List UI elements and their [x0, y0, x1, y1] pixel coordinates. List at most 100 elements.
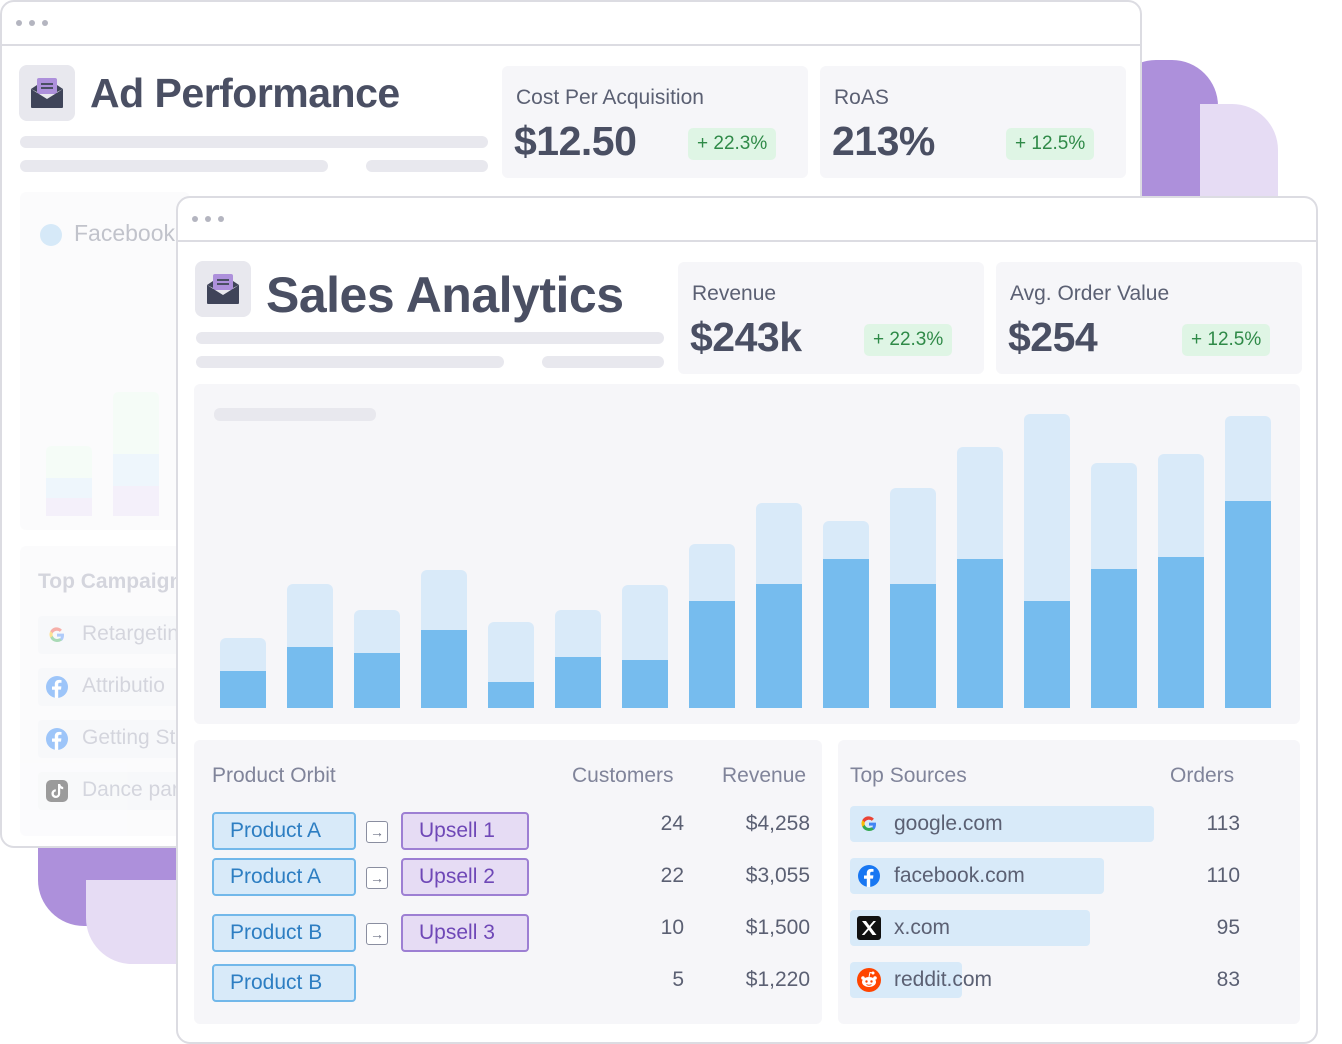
campaigns-title: Top Campaign — [38, 570, 183, 593]
skeleton-line — [20, 160, 328, 172]
window-dot[interactable] — [29, 20, 35, 26]
skeleton-line — [366, 160, 488, 172]
orders-value: 83 — [1216, 968, 1240, 991]
facebook-icon — [44, 674, 70, 700]
kpi-change-badge: + 22.3% — [688, 128, 777, 160]
top-sources-title: Top Sources — [850, 764, 967, 787]
customers-value: 10 — [660, 916, 684, 939]
campaign-name: Attributio — [82, 674, 165, 697]
reddit-icon — [856, 967, 882, 993]
kpi-change-badge: + 12.5% — [1182, 324, 1271, 356]
chart-bar-primary — [488, 682, 534, 708]
chart-bar-primary — [555, 657, 601, 708]
product-pill[interactable]: Product A — [212, 812, 356, 850]
product-pill[interactable]: Product A — [212, 858, 356, 896]
campaign-name: Retargetin — [82, 622, 179, 645]
envelope-icon — [19, 65, 75, 121]
skeleton-line — [542, 356, 664, 368]
chart-bar-primary — [890, 583, 936, 708]
window-dot[interactable] — [205, 216, 211, 222]
revenue-value: $3,055 — [745, 864, 810, 887]
kpi-value: $243k — [690, 314, 802, 360]
revenue-header: Revenue — [722, 764, 807, 787]
product-pill[interactable]: Product B — [212, 964, 356, 1002]
chart-bar-primary — [1158, 557, 1204, 708]
customers-value: 5 — [672, 968, 684, 991]
campaign-row[interactable]: Getting St — [38, 720, 198, 758]
chart-bar-primary — [689, 600, 735, 708]
kpi-card-roas: RoAS 213% + 12.5% — [820, 66, 1126, 178]
window-dot[interactable] — [16, 20, 22, 26]
upsell-pill[interactable]: Upsell 3 — [401, 914, 529, 952]
arrow-right-icon: → — [366, 821, 388, 843]
envelope-icon — [195, 261, 251, 317]
skeleton-line — [196, 332, 664, 344]
kpi-value: 213% — [832, 118, 935, 164]
customers-header: Customers — [572, 764, 674, 787]
product-orbit-panel: Product Orbit Customers Revenue Product … — [194, 740, 822, 1024]
window-dot[interactable] — [218, 216, 224, 222]
source-name[interactable]: reddit.com — [894, 968, 993, 991]
top-sources-panel: Top Sources Orders google.com 113 facebo… — [838, 740, 1300, 1024]
source-name[interactable]: facebook.com — [894, 864, 1025, 887]
source-name[interactable]: x.com — [894, 916, 951, 939]
chart-bar-primary — [756, 583, 802, 708]
skeleton-line — [196, 356, 504, 368]
campaign-name: Dance par — [82, 778, 179, 801]
page-title: Ad Performance — [90, 70, 400, 116]
arrow-right-icon: → — [366, 923, 388, 945]
campaign-row[interactable]: Retargetin — [38, 616, 198, 654]
revenue-value: $1,500 — [745, 916, 810, 939]
window-dot[interactable] — [192, 216, 198, 222]
sales-chart-panel — [194, 384, 1300, 724]
chart-bar-primary — [1024, 600, 1070, 708]
decorative-backdrop — [1200, 104, 1278, 214]
kpi-change-badge: + 22.3% — [864, 324, 953, 356]
skeleton-line — [20, 136, 488, 148]
kpi-card-revenue: Revenue $243k + 22.3% — [678, 262, 984, 374]
ad-chart-panel: Facebook — [20, 192, 190, 530]
orders-value: 95 — [1216, 916, 1240, 939]
source-bar — [850, 806, 1154, 842]
legend-label: Facebook — [74, 220, 176, 246]
product-orbit-title: Product Orbit — [212, 764, 336, 787]
sales-analytics-window: Sales Analytics Revenue $243k + 22.3% Av… — [176, 196, 1318, 1044]
source-bar — [850, 910, 1090, 946]
upsell-pill[interactable]: Upsell 1 — [401, 812, 529, 850]
chart-bar-primary — [287, 647, 333, 708]
facebook-icon — [44, 726, 70, 752]
mini-chart-bar — [46, 478, 92, 498]
campaign-name: Getting St — [82, 726, 176, 749]
kpi-card-cpa: Cost Per Acquisition $12.50 + 22.3% — [502, 66, 808, 178]
tiktok-icon — [44, 778, 70, 804]
top-campaigns-panel: Top Campaign Retargetin Attributio Getti… — [20, 546, 198, 836]
kpi-card-avg-order-value: Avg. Order Value $254 + 12.5% — [996, 262, 1302, 374]
kpi-label: Cost Per Acquisition — [516, 86, 704, 109]
kpi-value: $254 — [1008, 314, 1098, 360]
kpi-label: RoAS — [834, 86, 889, 109]
campaign-row[interactable]: Attributio — [38, 668, 198, 706]
source-name[interactable]: google.com — [894, 812, 1003, 835]
customers-value: 24 — [660, 812, 684, 835]
mini-chart-bar — [46, 446, 92, 478]
arrow-right-icon: → — [366, 867, 388, 889]
campaign-row[interactable]: Dance par — [38, 772, 198, 810]
facebook-icon — [856, 863, 882, 889]
chart-bar-primary — [823, 559, 869, 708]
chart-bar-primary — [622, 660, 668, 708]
mini-chart-bar — [46, 498, 92, 516]
chart-bar-primary — [957, 559, 1003, 708]
kpi-label: Revenue — [692, 282, 777, 305]
chart-bar-primary — [1091, 568, 1137, 708]
google-icon — [44, 622, 70, 648]
upsell-pill[interactable]: Upsell 2 — [401, 858, 529, 896]
product-pill[interactable]: Product B — [212, 914, 356, 952]
window-titlebar — [178, 198, 1316, 242]
google-icon — [856, 811, 882, 837]
window-dot[interactable] — [42, 20, 48, 26]
kpi-value: $12.50 — [514, 118, 637, 164]
customers-value: 22 — [660, 864, 684, 887]
ad-mini-chart — [46, 372, 186, 516]
mini-chart-bar — [113, 486, 159, 516]
window-titlebar — [2, 2, 1140, 46]
